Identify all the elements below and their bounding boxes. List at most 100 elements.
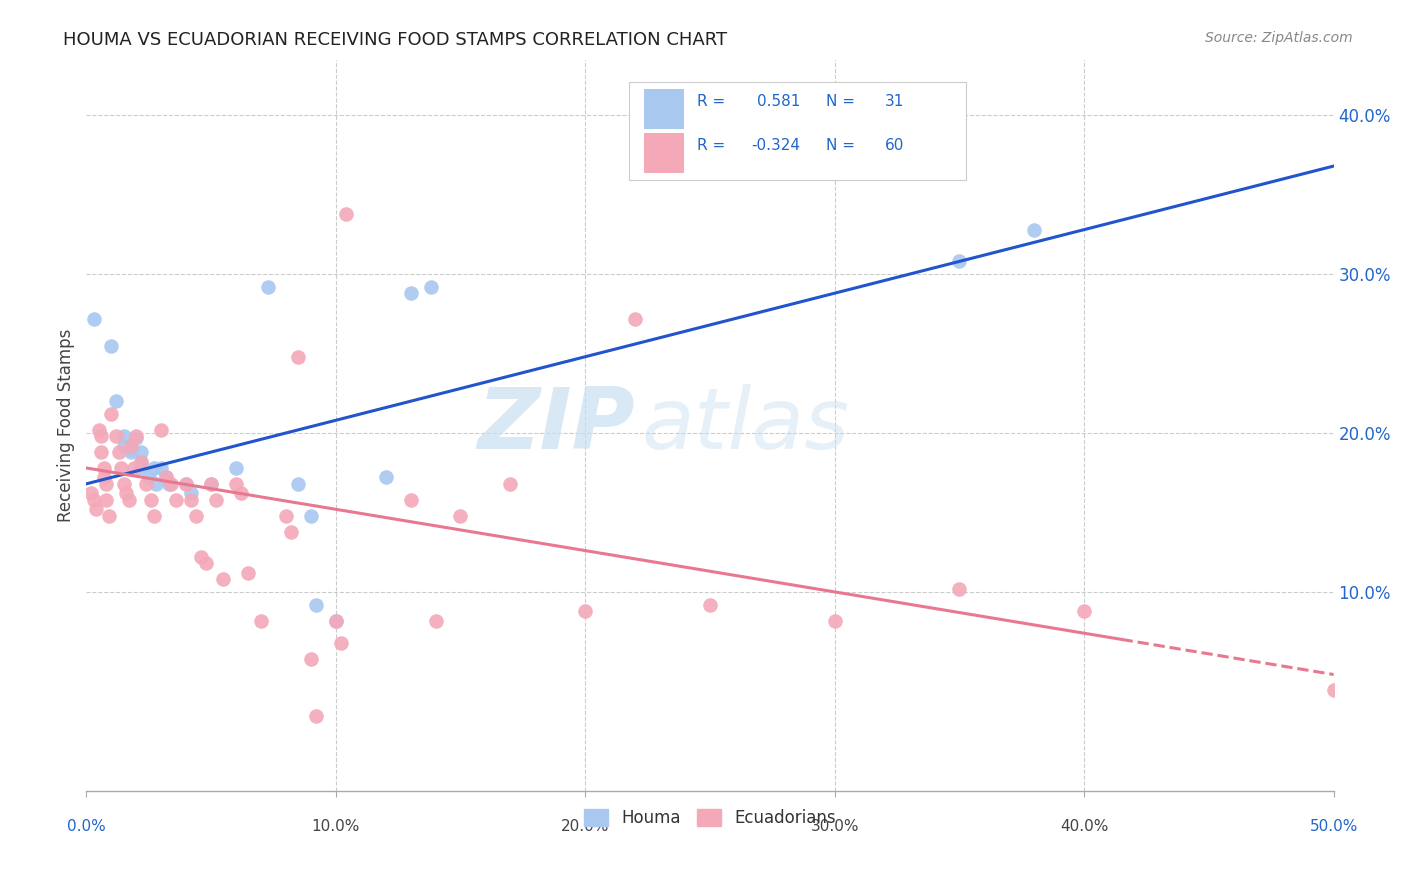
Point: [142, 461, 165, 475]
Text: 0.0%: 0.0%: [67, 819, 105, 834]
Point: [180, 492, 202, 507]
Text: R =: R =: [697, 138, 725, 153]
Point: [195, 557, 218, 571]
Text: 40.0%: 40.0%: [1060, 819, 1108, 834]
Point: [160, 476, 183, 491]
Point: [200, 476, 222, 491]
Text: ZIP: ZIP: [478, 384, 636, 467]
Point: [83, 311, 105, 326]
Point: [699, 598, 721, 612]
Point: [257, 280, 280, 294]
Point: [238, 566, 260, 580]
Point: [287, 350, 309, 364]
Point: [155, 470, 177, 484]
Text: atlas: atlas: [641, 384, 849, 467]
Point: [184, 508, 207, 523]
Point: [112, 429, 135, 443]
Point: [90, 429, 112, 443]
Point: [122, 461, 145, 475]
Point: [120, 442, 142, 456]
Point: [112, 439, 135, 453]
Text: -0.324: -0.324: [751, 138, 800, 153]
Point: [824, 614, 846, 628]
Point: [425, 614, 447, 628]
Text: 20.0%: 20.0%: [561, 819, 609, 834]
Point: [165, 492, 187, 507]
Point: [125, 431, 148, 445]
Point: [174, 476, 197, 491]
Point: [138, 470, 160, 484]
Point: [1323, 683, 1346, 698]
Point: [190, 549, 212, 564]
Point: [325, 614, 347, 628]
Point: [450, 508, 472, 523]
Point: [1073, 604, 1095, 618]
Point: [97, 508, 120, 523]
Point: [229, 486, 252, 500]
Point: [150, 461, 173, 475]
Point: [120, 445, 142, 459]
Point: [83, 492, 105, 507]
Point: [174, 476, 197, 491]
Point: [141, 492, 163, 507]
Point: [200, 476, 222, 491]
FancyBboxPatch shape: [644, 133, 683, 173]
Text: Source: ZipAtlas.com: Source: ZipAtlas.com: [1205, 31, 1353, 45]
Point: [948, 582, 970, 596]
Text: N =: N =: [825, 138, 855, 153]
Point: [100, 407, 122, 421]
Point: [107, 445, 129, 459]
Legend: Houma, Ecuadorians: Houma, Ecuadorians: [578, 802, 842, 833]
Point: [280, 524, 302, 539]
Point: [93, 470, 115, 484]
Point: [118, 492, 141, 507]
Point: [105, 394, 128, 409]
Point: [150, 423, 173, 437]
Text: 50.0%: 50.0%: [1309, 819, 1358, 834]
Point: [180, 486, 202, 500]
Point: [112, 476, 135, 491]
Point: [129, 454, 152, 468]
Point: [100, 338, 122, 352]
Text: HOUMA VS ECUADORIAN RECEIVING FOOD STAMPS CORRELATION CHART: HOUMA VS ECUADORIAN RECEIVING FOOD STAMP…: [63, 31, 727, 49]
Point: [105, 429, 128, 443]
Text: 30.0%: 30.0%: [810, 819, 859, 834]
Text: 0.581: 0.581: [758, 95, 801, 110]
Point: [374, 470, 396, 484]
Point: [419, 280, 441, 294]
Point: [574, 604, 596, 618]
Point: [299, 508, 322, 523]
Point: [399, 492, 422, 507]
Point: [84, 502, 107, 516]
Text: 60: 60: [884, 138, 904, 153]
FancyBboxPatch shape: [644, 89, 683, 129]
Point: [325, 614, 347, 628]
Point: [135, 476, 157, 491]
Point: [96, 476, 118, 491]
Text: 31: 31: [884, 95, 904, 110]
Text: N =: N =: [825, 95, 855, 110]
Point: [145, 476, 167, 491]
Point: [87, 423, 110, 437]
Point: [329, 636, 352, 650]
Point: [129, 445, 152, 459]
Point: [299, 651, 322, 665]
Point: [499, 476, 522, 491]
Point: [120, 439, 142, 453]
Point: [624, 311, 647, 326]
Point: [93, 461, 115, 475]
Point: [1024, 222, 1046, 236]
Point: [274, 508, 297, 523]
Point: [205, 492, 228, 507]
Point: [287, 476, 309, 491]
Point: [110, 461, 132, 475]
Point: [212, 572, 235, 586]
Point: [399, 286, 422, 301]
Point: [125, 429, 148, 443]
Point: [142, 508, 165, 523]
Point: [335, 207, 357, 221]
Point: [155, 470, 177, 484]
Text: R =: R =: [697, 95, 725, 110]
Point: [96, 492, 118, 507]
Point: [90, 445, 112, 459]
